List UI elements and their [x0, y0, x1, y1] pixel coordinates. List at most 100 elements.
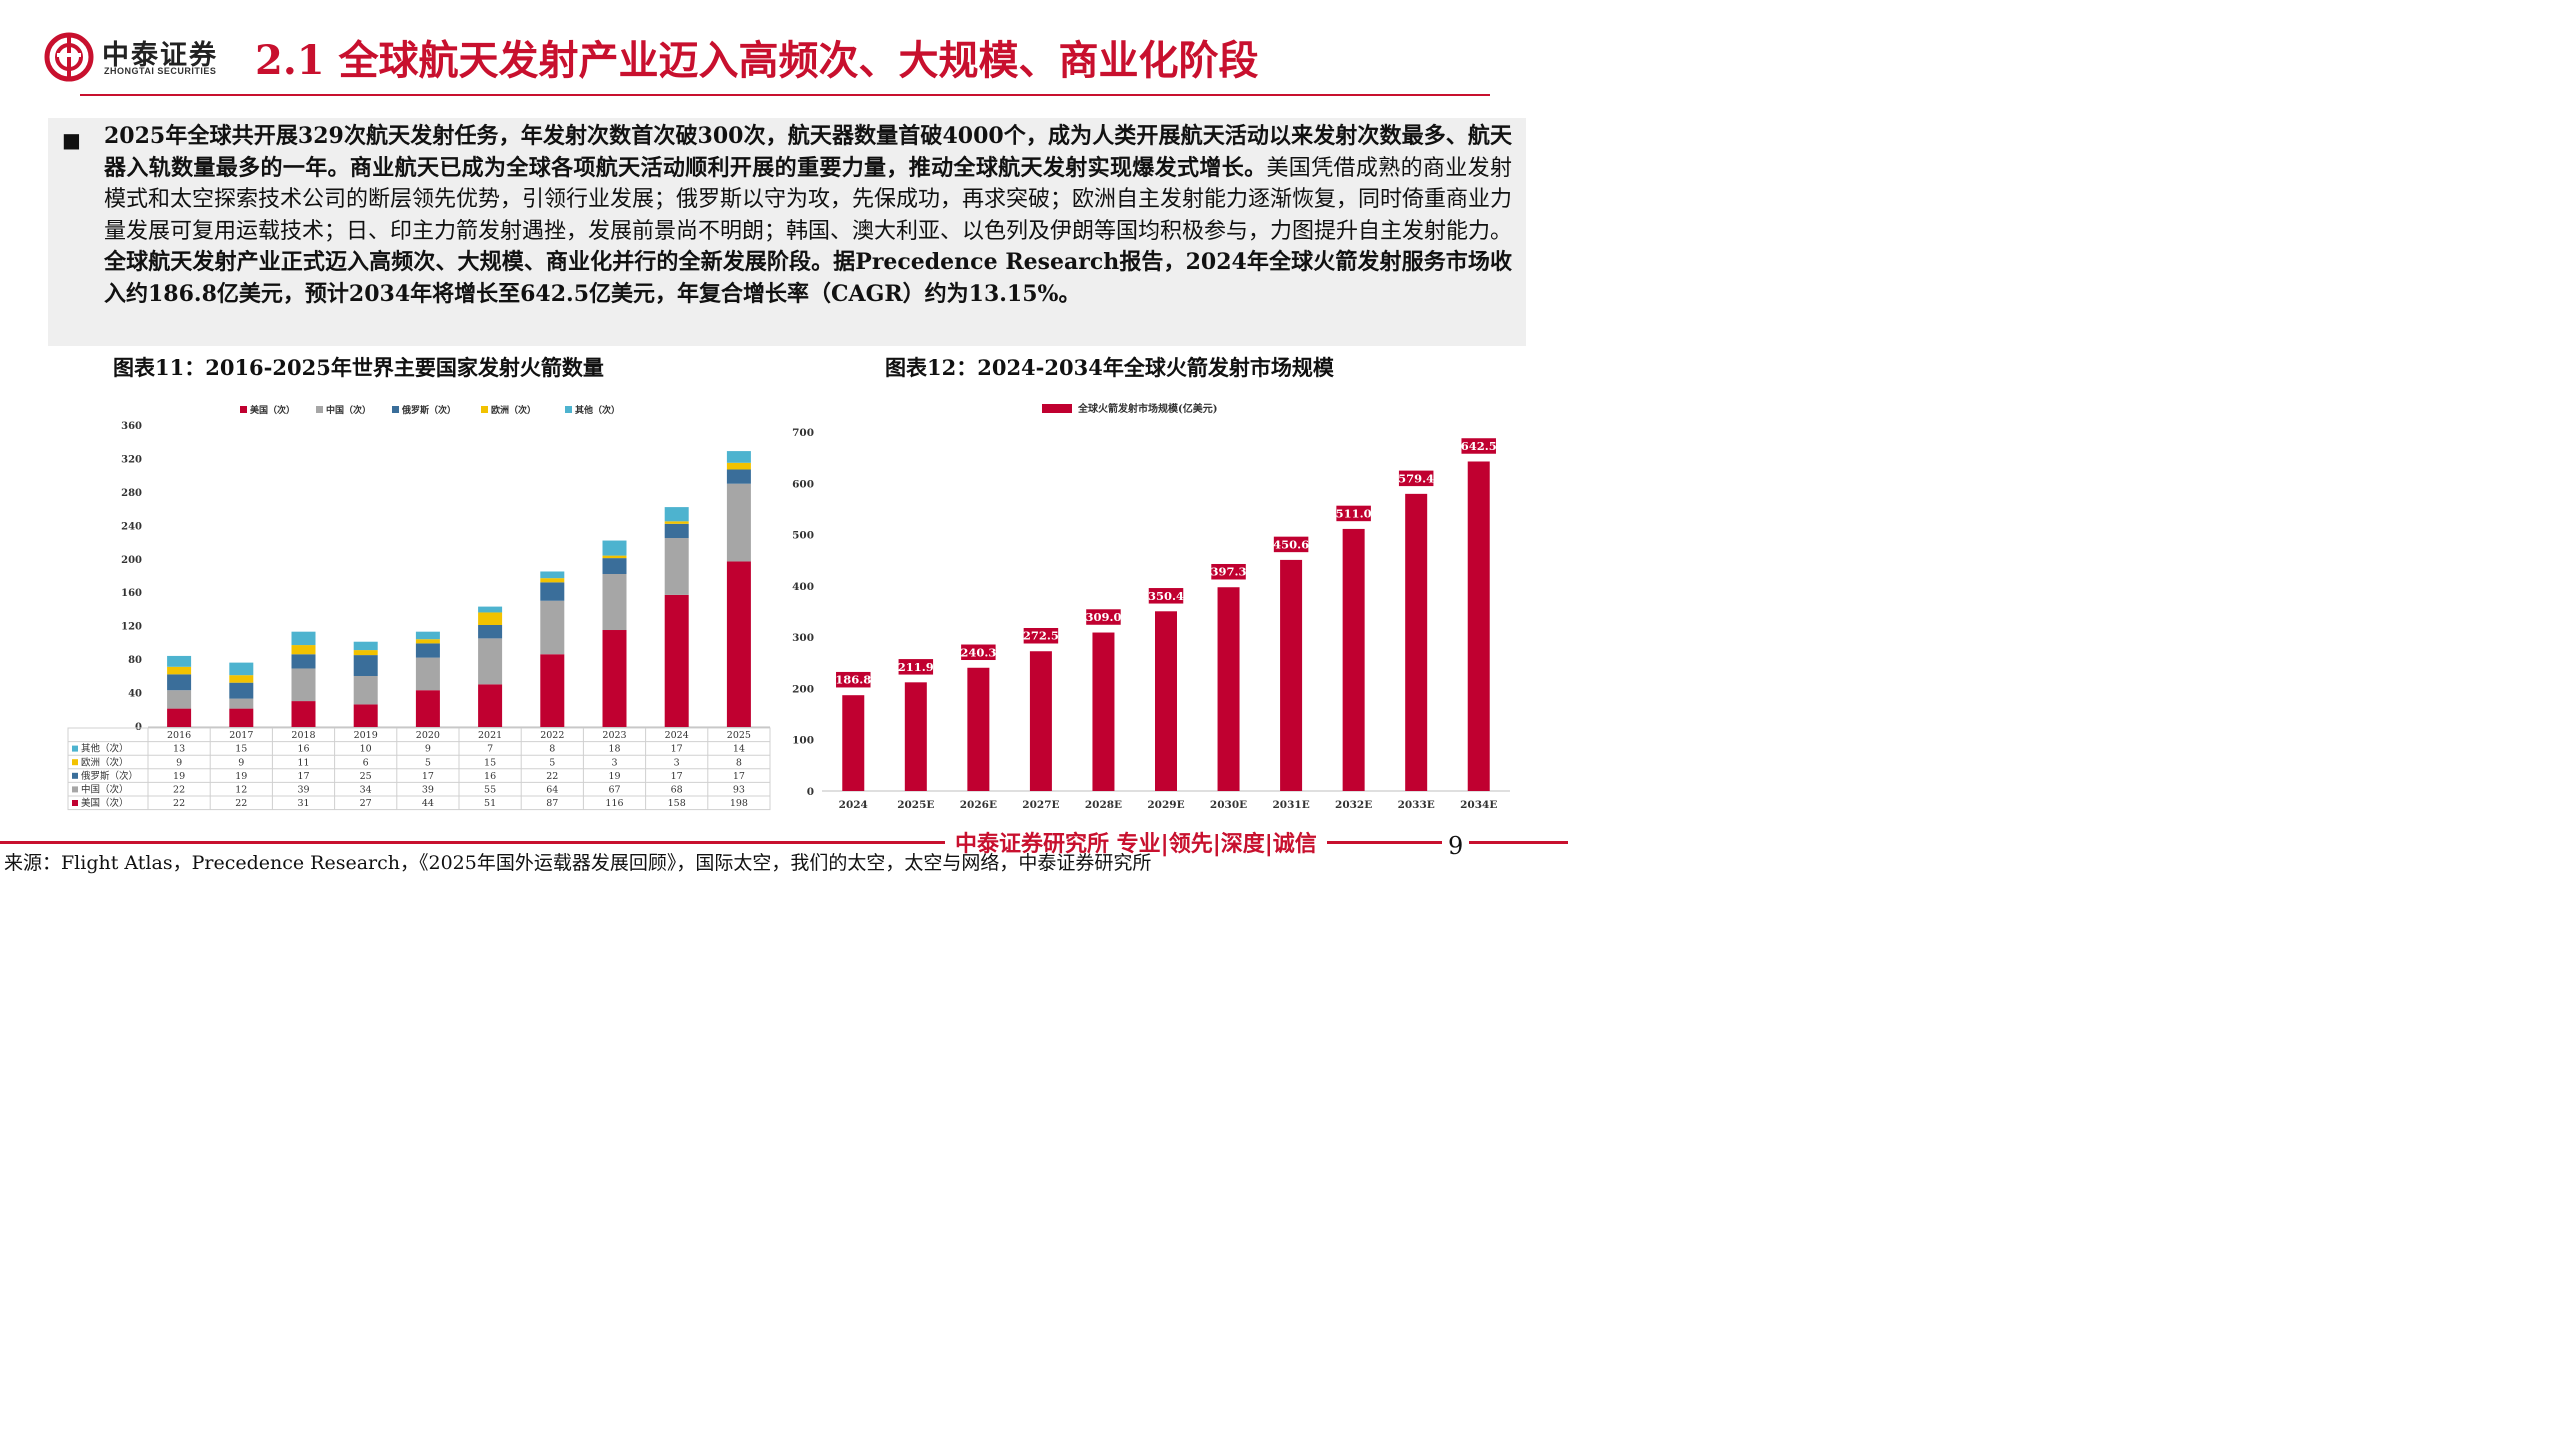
bar-segment — [229, 708, 254, 727]
data-label-box — [1084, 607, 1123, 627]
y-tick-label: 700 — [792, 427, 814, 439]
table-cell-value: 19 — [608, 771, 620, 782]
y-tick-label: 0 — [807, 786, 814, 798]
x-tick-label: 2026E — [960, 799, 997, 811]
bar-segment — [415, 690, 440, 727]
x-tick-label: 2033E — [1398, 799, 1435, 811]
bar-segment — [664, 594, 689, 727]
logo-text-cn: 中泰证券 — [102, 40, 218, 71]
y-tick-label: 120 — [121, 622, 142, 633]
bar-segment — [353, 641, 378, 651]
bullet-square-icon: ■ — [62, 128, 81, 152]
table-cell-value: 10 — [360, 744, 372, 755]
summary-text: 2025年全球共开展329次航天发射任务，年发射次数首次破300次，航天器数量首… — [104, 121, 1512, 310]
data-label: 642.5 — [1461, 439, 1497, 453]
data-label: 397.3 — [1211, 565, 1247, 579]
legend-label: 中国（次） — [326, 404, 371, 416]
data-label-box — [1397, 469, 1435, 488]
bar-segment — [167, 666, 192, 675]
table-cell-value: 3 — [674, 757, 680, 768]
bar-segment — [478, 606, 503, 613]
bar-segment — [229, 698, 254, 709]
bar-segment — [540, 654, 565, 727]
bar-segment — [726, 561, 751, 727]
table-cell-value: 19 — [173, 771, 185, 782]
bar-segment — [540, 571, 565, 579]
bar-segment — [291, 631, 316, 646]
bar-segment — [291, 645, 316, 655]
y-tick-label: 240 — [121, 521, 142, 532]
table-row-swatch — [72, 772, 78, 779]
table-cell-value: 15 — [484, 757, 496, 768]
data-label-box — [834, 670, 873, 689]
table-cell-value: 17 — [297, 771, 309, 782]
table-cell-value: 3 — [611, 757, 617, 768]
x-tick-label: 2032E — [1335, 799, 1372, 811]
bar-segment — [167, 655, 192, 667]
data-label: 579.4 — [1398, 471, 1434, 485]
bar — [1092, 632, 1115, 791]
y-tick-label: 300 — [792, 632, 814, 644]
table-cell-value: 9 — [425, 744, 431, 755]
table-row-label: 欧洲（次） — [81, 756, 129, 768]
x-tick-label: 2029E — [1147, 799, 1184, 811]
bar-segment — [540, 578, 565, 583]
bar-segment — [602, 630, 627, 727]
x-tick-label: 2019 — [354, 730, 378, 741]
bar-segment — [726, 469, 751, 484]
bar — [1342, 528, 1365, 791]
data-label: 450.6 — [1273, 537, 1309, 551]
table-row-swatch — [72, 745, 78, 752]
table-cell-value: 9 — [238, 757, 244, 768]
x-tick-label: 2025E — [897, 799, 934, 811]
data-label-box — [1459, 436, 1498, 456]
data-label: 186.8 — [835, 673, 871, 687]
data-label: 309.0 — [1085, 610, 1121, 624]
bar-segment — [353, 704, 378, 727]
table-cell-value: 8 — [736, 757, 742, 768]
data-label-box — [1022, 626, 1060, 645]
summary-bold-2: 全球航天发射产业正式迈入高频次、大规模、商业化并行的全新发展阶段。据Preced… — [104, 249, 1512, 307]
table-cell-value: 22 — [546, 771, 558, 782]
title-divider — [80, 94, 1490, 96]
table-row-label: 俄罗斯（次） — [81, 770, 138, 782]
table-cell-value: 25 — [360, 771, 372, 782]
x-tick-label: 2025 — [727, 730, 751, 741]
bar-segment — [664, 538, 689, 595]
y-tick-label: 80 — [128, 655, 142, 666]
logo-text-en: ZHONGTAI SECURITIES — [104, 66, 217, 76]
table-row-swatch — [72, 786, 78, 793]
bar-segment — [540, 582, 565, 601]
table-cell-value: 16 — [484, 771, 496, 782]
y-tick-label: 160 — [121, 588, 142, 599]
legend-swatch — [1042, 404, 1072, 413]
bar — [1029, 651, 1052, 791]
table-row-label: 其他（次） — [81, 743, 129, 755]
x-tick-label: 2022 — [540, 730, 564, 741]
data-label: 211.9 — [898, 660, 934, 674]
table-cell-value: 198 — [730, 798, 748, 809]
table-cell-value: 67 — [608, 785, 620, 796]
data-label-box — [1334, 504, 1373, 523]
bar — [1405, 493, 1428, 791]
table-cell-value: 17 — [671, 744, 683, 755]
legend-swatch — [565, 406, 572, 413]
y-tick-label: 40 — [128, 689, 142, 700]
table-cell-value: 7 — [487, 744, 493, 755]
table-cell-value: 14 — [733, 744, 745, 755]
legend-label: 俄罗斯（次） — [401, 404, 456, 416]
table-cell-value: 27 — [360, 798, 372, 809]
legend-label: 美国（次） — [250, 404, 295, 416]
x-tick-label: 2027E — [1022, 799, 1059, 811]
bar-segment — [353, 675, 378, 705]
table-cell-value: 13 — [173, 744, 185, 755]
bar-segment — [229, 662, 254, 676]
legend-label: 全球火箭发射市场规模(亿美元) — [1077, 402, 1217, 415]
x-tick-label: 2024 — [839, 799, 868, 811]
y-tick-label: 100 — [792, 735, 814, 747]
data-label: 272.5 — [1023, 629, 1059, 643]
bar — [1217, 587, 1240, 791]
table-cell-value: 68 — [671, 785, 683, 796]
x-tick-label: 2018 — [291, 730, 315, 741]
